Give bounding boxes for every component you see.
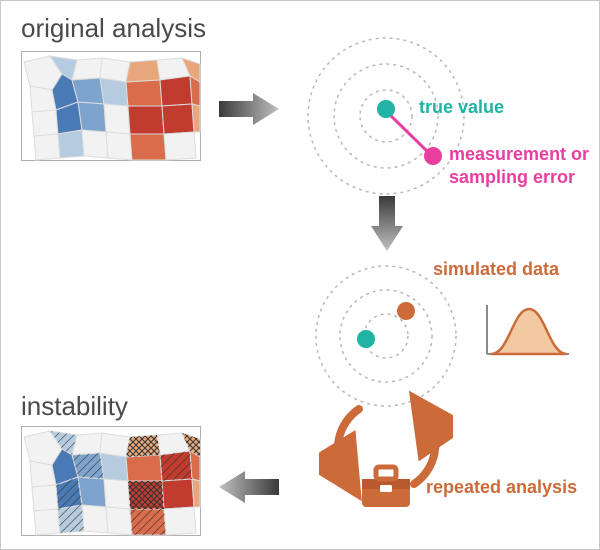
true-value-label: true value xyxy=(419,97,504,118)
arrow-left xyxy=(219,469,279,505)
error-label: measurement or sampling error xyxy=(449,143,589,188)
original-map xyxy=(21,51,201,161)
heading-original: original analysis xyxy=(21,13,206,44)
distribution-curve-icon xyxy=(481,299,573,361)
heading-instability: instability xyxy=(21,391,128,422)
instability-map xyxy=(21,426,201,536)
toolbox-icon xyxy=(356,461,416,511)
instability-map-svg xyxy=(22,427,202,537)
simulated-label: simulated data xyxy=(433,259,559,280)
repeated-label: repeated analysis xyxy=(426,477,577,498)
original-map-svg xyxy=(22,52,202,162)
arrow-right-1 xyxy=(219,91,279,127)
arrow-down xyxy=(369,196,405,251)
